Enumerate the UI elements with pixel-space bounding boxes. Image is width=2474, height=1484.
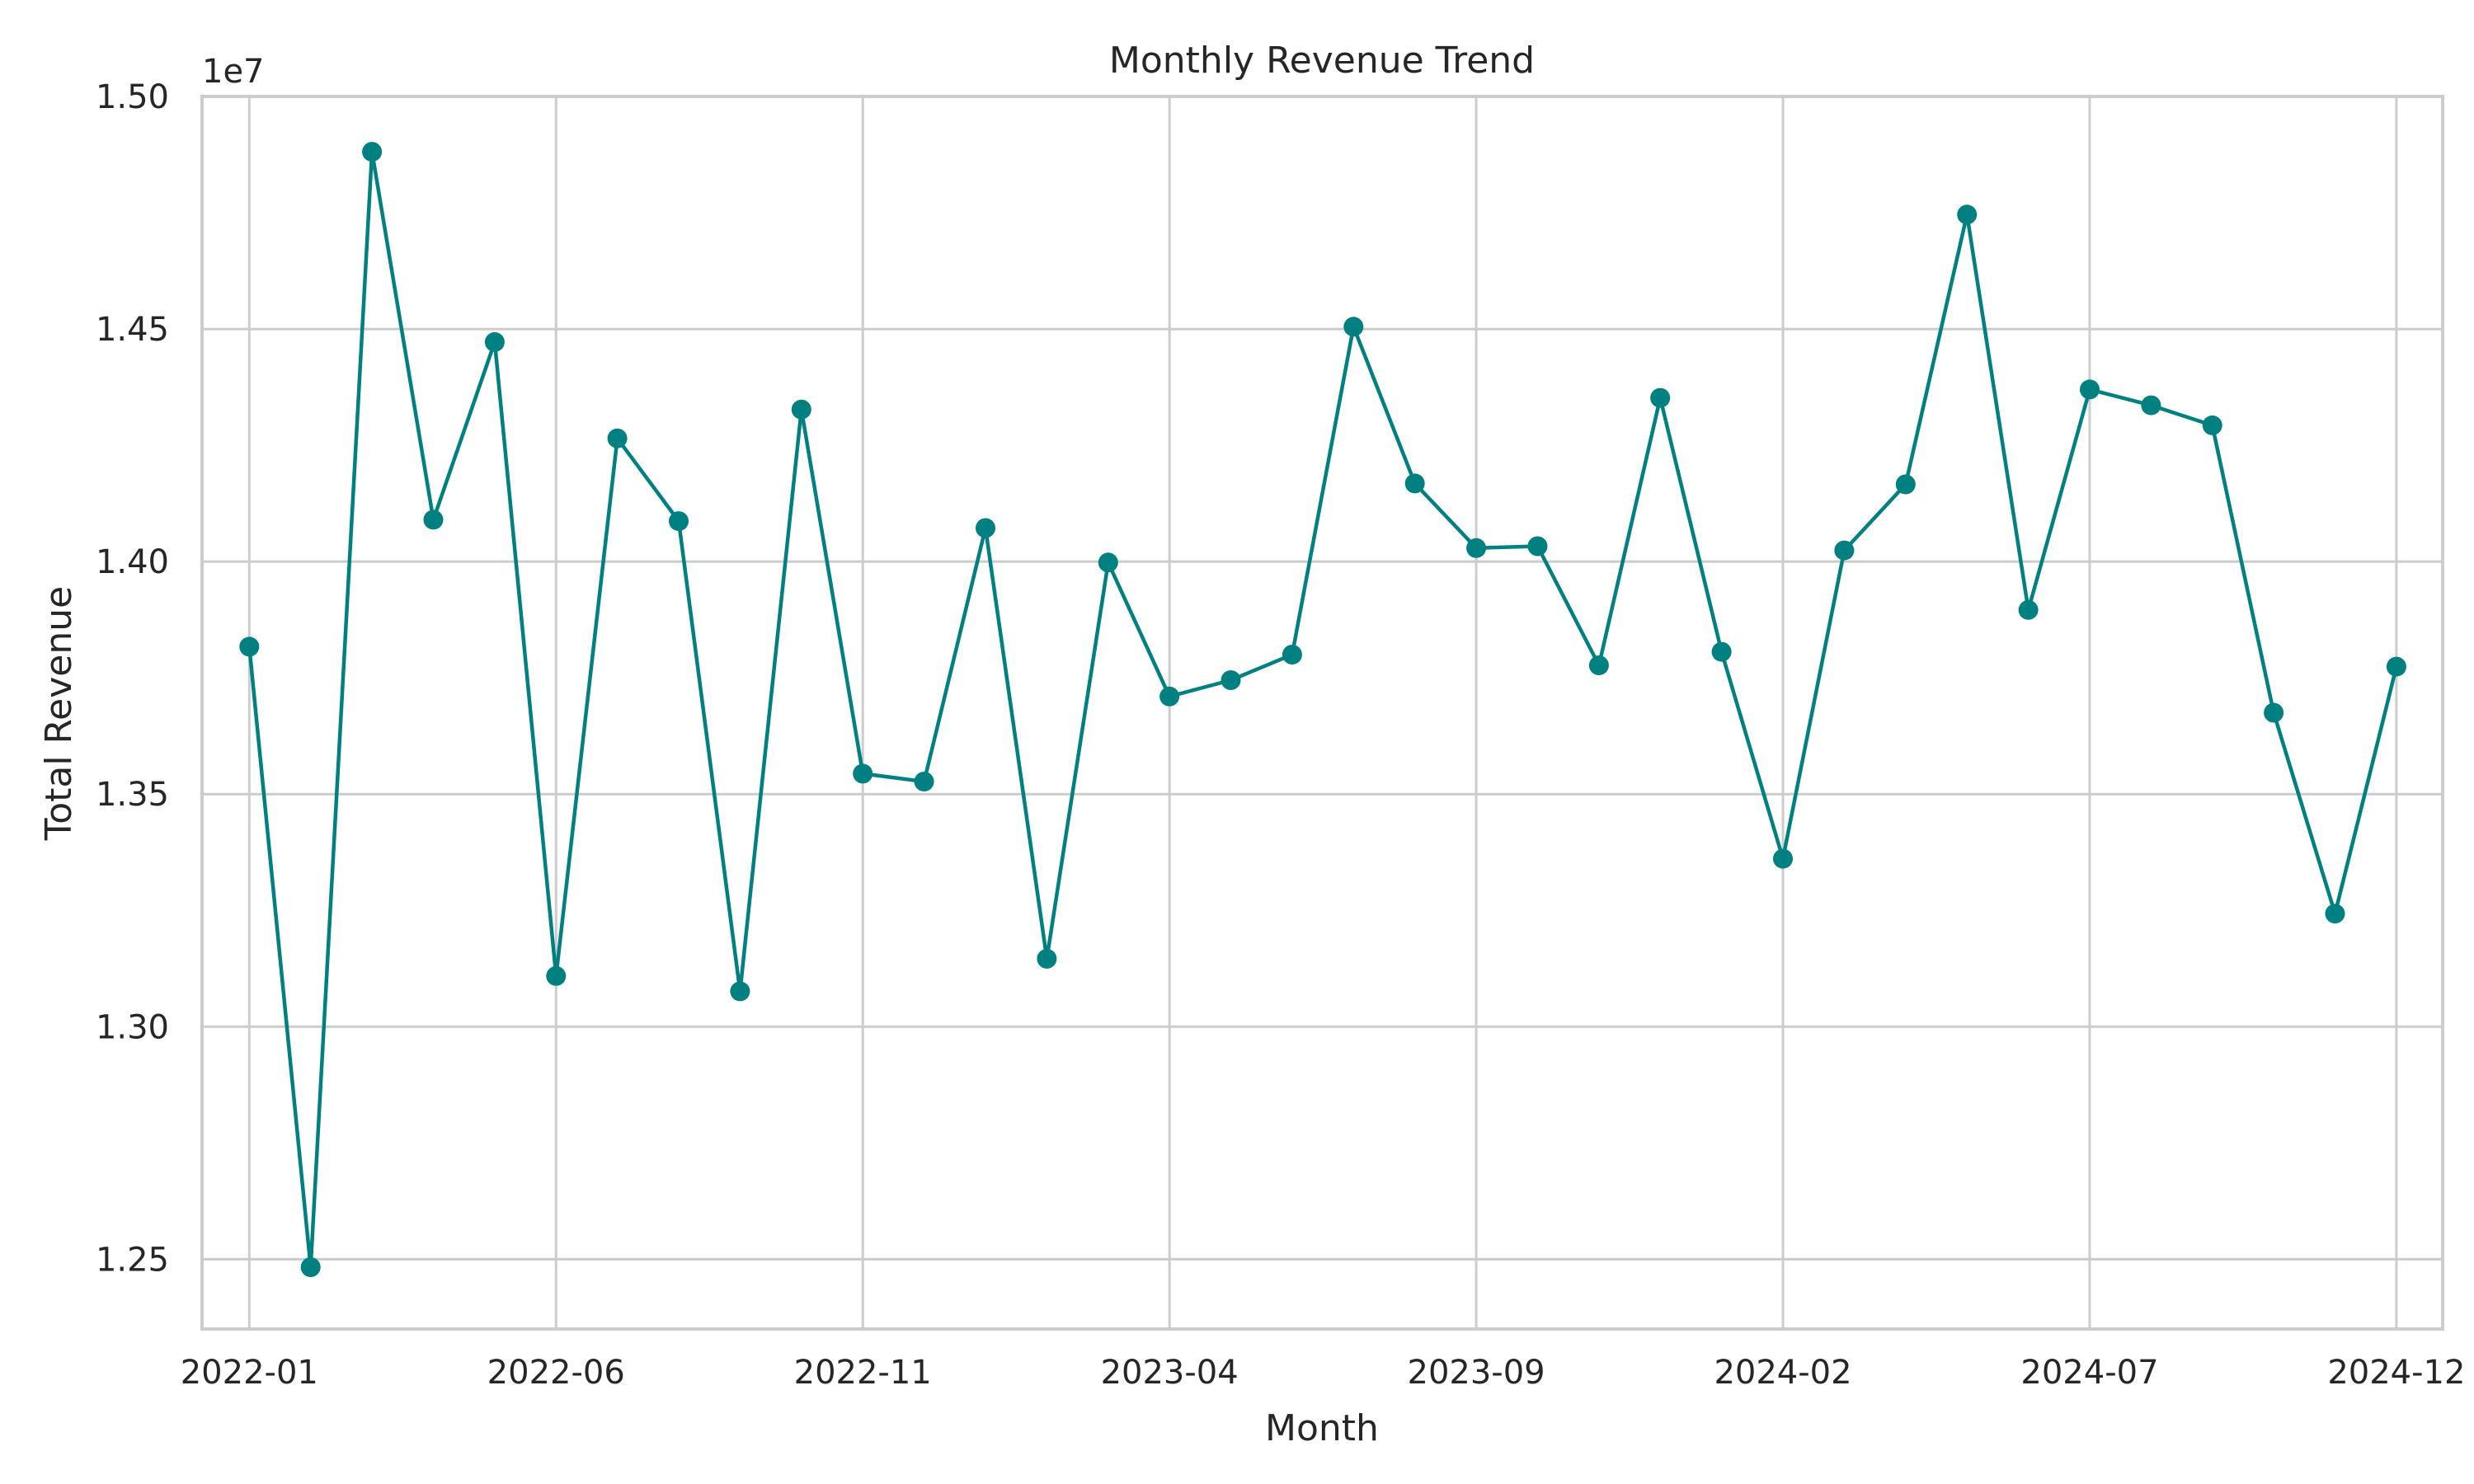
- data-point: [1711, 641, 1732, 662]
- x-tick-label: 2024-12: [2327, 1354, 2465, 1392]
- x-axis-label: Month: [1265, 1407, 1379, 1449]
- y-offset-label: 1e7: [202, 53, 265, 91]
- data-point: [239, 636, 260, 657]
- data-point: [853, 763, 873, 784]
- y-tick-label: 1.30: [96, 1008, 169, 1046]
- data-point: [2080, 379, 2100, 400]
- data-point: [1957, 204, 1978, 225]
- data-point: [1404, 473, 1425, 494]
- x-tick-label: 2024-02: [1714, 1354, 1851, 1392]
- data-point: [1343, 317, 1364, 337]
- data-point: [2018, 599, 2039, 620]
- grid: [202, 95, 2443, 1329]
- data-point: [2264, 702, 2284, 723]
- data-point: [1098, 552, 1118, 573]
- data-point: [730, 981, 750, 1002]
- data-point: [484, 331, 505, 352]
- data-point: [2202, 415, 2222, 435]
- data-point: [1037, 948, 1057, 969]
- data-point: [1527, 536, 1548, 556]
- x-tick-label: 2022-06: [487, 1354, 625, 1392]
- revenue-series-line: [247, 149, 2399, 1270]
- data-point: [914, 772, 934, 791]
- data-point: [669, 511, 689, 532]
- data-point: [2141, 395, 2161, 416]
- x-tick-label: 2023-09: [1408, 1354, 1545, 1392]
- y-tick-label: 1.25: [96, 1241, 169, 1279]
- data-point: [1895, 474, 1916, 495]
- y-tick-labels: 1.25 1.30 1.35 1.40 1.45 1.50: [96, 78, 169, 1279]
- data-point: [1466, 538, 1487, 558]
- y-axis-label: Total Revenue: [38, 586, 80, 841]
- data-point: [1650, 387, 1671, 408]
- data-point: [1282, 645, 1302, 665]
- data-point: [1773, 848, 1793, 869]
- y-tick-label: 1.40: [96, 543, 169, 581]
- x-tick-label: 2023-04: [1101, 1354, 1239, 1392]
- y-tick-label: 1.35: [96, 776, 169, 814]
- data-point: [1159, 686, 1180, 707]
- y-tick-label: 1.50: [96, 78, 169, 116]
- x-tick-labels: 2022-01 2022-06 2022-11 2023-04 2023-09 2024-…: [181, 1354, 2466, 1392]
- plot-frame: [200, 95, 2444, 1331]
- data-point: [423, 510, 444, 530]
- data-point: [791, 399, 811, 420]
- data-point: [362, 142, 383, 162]
- data-point: [1588, 655, 1609, 675]
- data-point: [2386, 656, 2406, 677]
- x-tick-label: 2022-01: [181, 1354, 318, 1392]
- data-point: [976, 518, 995, 538]
- y-tick-label: 1.45: [96, 311, 169, 349]
- series-layer: [239, 142, 2406, 1277]
- data-point: [2325, 904, 2345, 924]
- data-point: [1221, 670, 1241, 690]
- data-point: [1834, 540, 1855, 561]
- chart-title: Monthly Revenue Trend: [1109, 40, 1535, 82]
- x-tick-label: 2024-07: [2020, 1354, 2158, 1392]
- x-tick-label: 2022-11: [794, 1354, 932, 1392]
- data-point: [546, 965, 567, 986]
- data-point: [300, 1257, 321, 1277]
- data-point: [607, 428, 628, 448]
